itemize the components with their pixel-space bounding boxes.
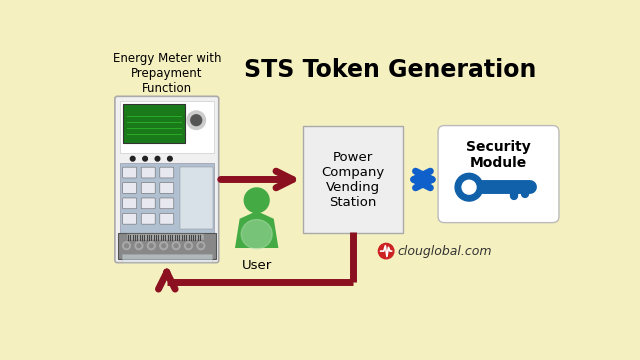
Circle shape bbox=[168, 156, 172, 161]
Circle shape bbox=[455, 173, 483, 201]
Circle shape bbox=[162, 244, 166, 248]
FancyBboxPatch shape bbox=[123, 104, 184, 143]
Text: Energy Meter with
Prepayment
Function: Energy Meter with Prepayment Function bbox=[113, 52, 221, 95]
Text: User: User bbox=[241, 259, 272, 272]
Circle shape bbox=[462, 180, 476, 194]
Circle shape bbox=[187, 111, 205, 130]
FancyBboxPatch shape bbox=[120, 101, 214, 153]
Circle shape bbox=[155, 156, 160, 161]
Text: Power
Company
Vending
Station: Power Company Vending Station bbox=[321, 151, 385, 209]
FancyBboxPatch shape bbox=[141, 198, 155, 209]
Circle shape bbox=[197, 242, 205, 249]
Polygon shape bbox=[235, 211, 278, 248]
Circle shape bbox=[137, 244, 141, 248]
FancyBboxPatch shape bbox=[438, 126, 559, 222]
Circle shape bbox=[149, 244, 153, 248]
Circle shape bbox=[131, 156, 135, 161]
FancyBboxPatch shape bbox=[160, 198, 174, 209]
Circle shape bbox=[160, 242, 168, 249]
FancyBboxPatch shape bbox=[123, 198, 136, 209]
Ellipse shape bbox=[241, 220, 272, 249]
Circle shape bbox=[187, 244, 191, 248]
FancyBboxPatch shape bbox=[127, 234, 204, 240]
FancyBboxPatch shape bbox=[115, 96, 219, 263]
FancyBboxPatch shape bbox=[123, 167, 136, 178]
Text: Security
Module: Security Module bbox=[466, 140, 531, 170]
Circle shape bbox=[191, 115, 202, 126]
Text: clouglobal.com: clouglobal.com bbox=[397, 244, 492, 258]
Text: STS Token Generation: STS Token Generation bbox=[244, 58, 536, 82]
Circle shape bbox=[125, 244, 129, 248]
Circle shape bbox=[123, 242, 131, 249]
Circle shape bbox=[143, 156, 147, 161]
FancyBboxPatch shape bbox=[120, 163, 214, 233]
Circle shape bbox=[147, 242, 155, 249]
FancyBboxPatch shape bbox=[303, 126, 403, 233]
Circle shape bbox=[135, 242, 143, 249]
FancyBboxPatch shape bbox=[160, 213, 174, 224]
FancyBboxPatch shape bbox=[122, 254, 212, 262]
Circle shape bbox=[244, 188, 269, 213]
Circle shape bbox=[184, 242, 193, 249]
FancyBboxPatch shape bbox=[160, 183, 174, 193]
FancyBboxPatch shape bbox=[141, 213, 155, 224]
FancyBboxPatch shape bbox=[123, 213, 136, 224]
FancyBboxPatch shape bbox=[118, 233, 216, 259]
FancyBboxPatch shape bbox=[141, 167, 155, 178]
FancyBboxPatch shape bbox=[160, 167, 174, 178]
Circle shape bbox=[174, 244, 178, 248]
FancyBboxPatch shape bbox=[123, 183, 136, 193]
Circle shape bbox=[172, 242, 180, 249]
FancyBboxPatch shape bbox=[141, 183, 155, 193]
Circle shape bbox=[378, 243, 394, 259]
Circle shape bbox=[199, 244, 203, 248]
FancyBboxPatch shape bbox=[180, 167, 212, 229]
